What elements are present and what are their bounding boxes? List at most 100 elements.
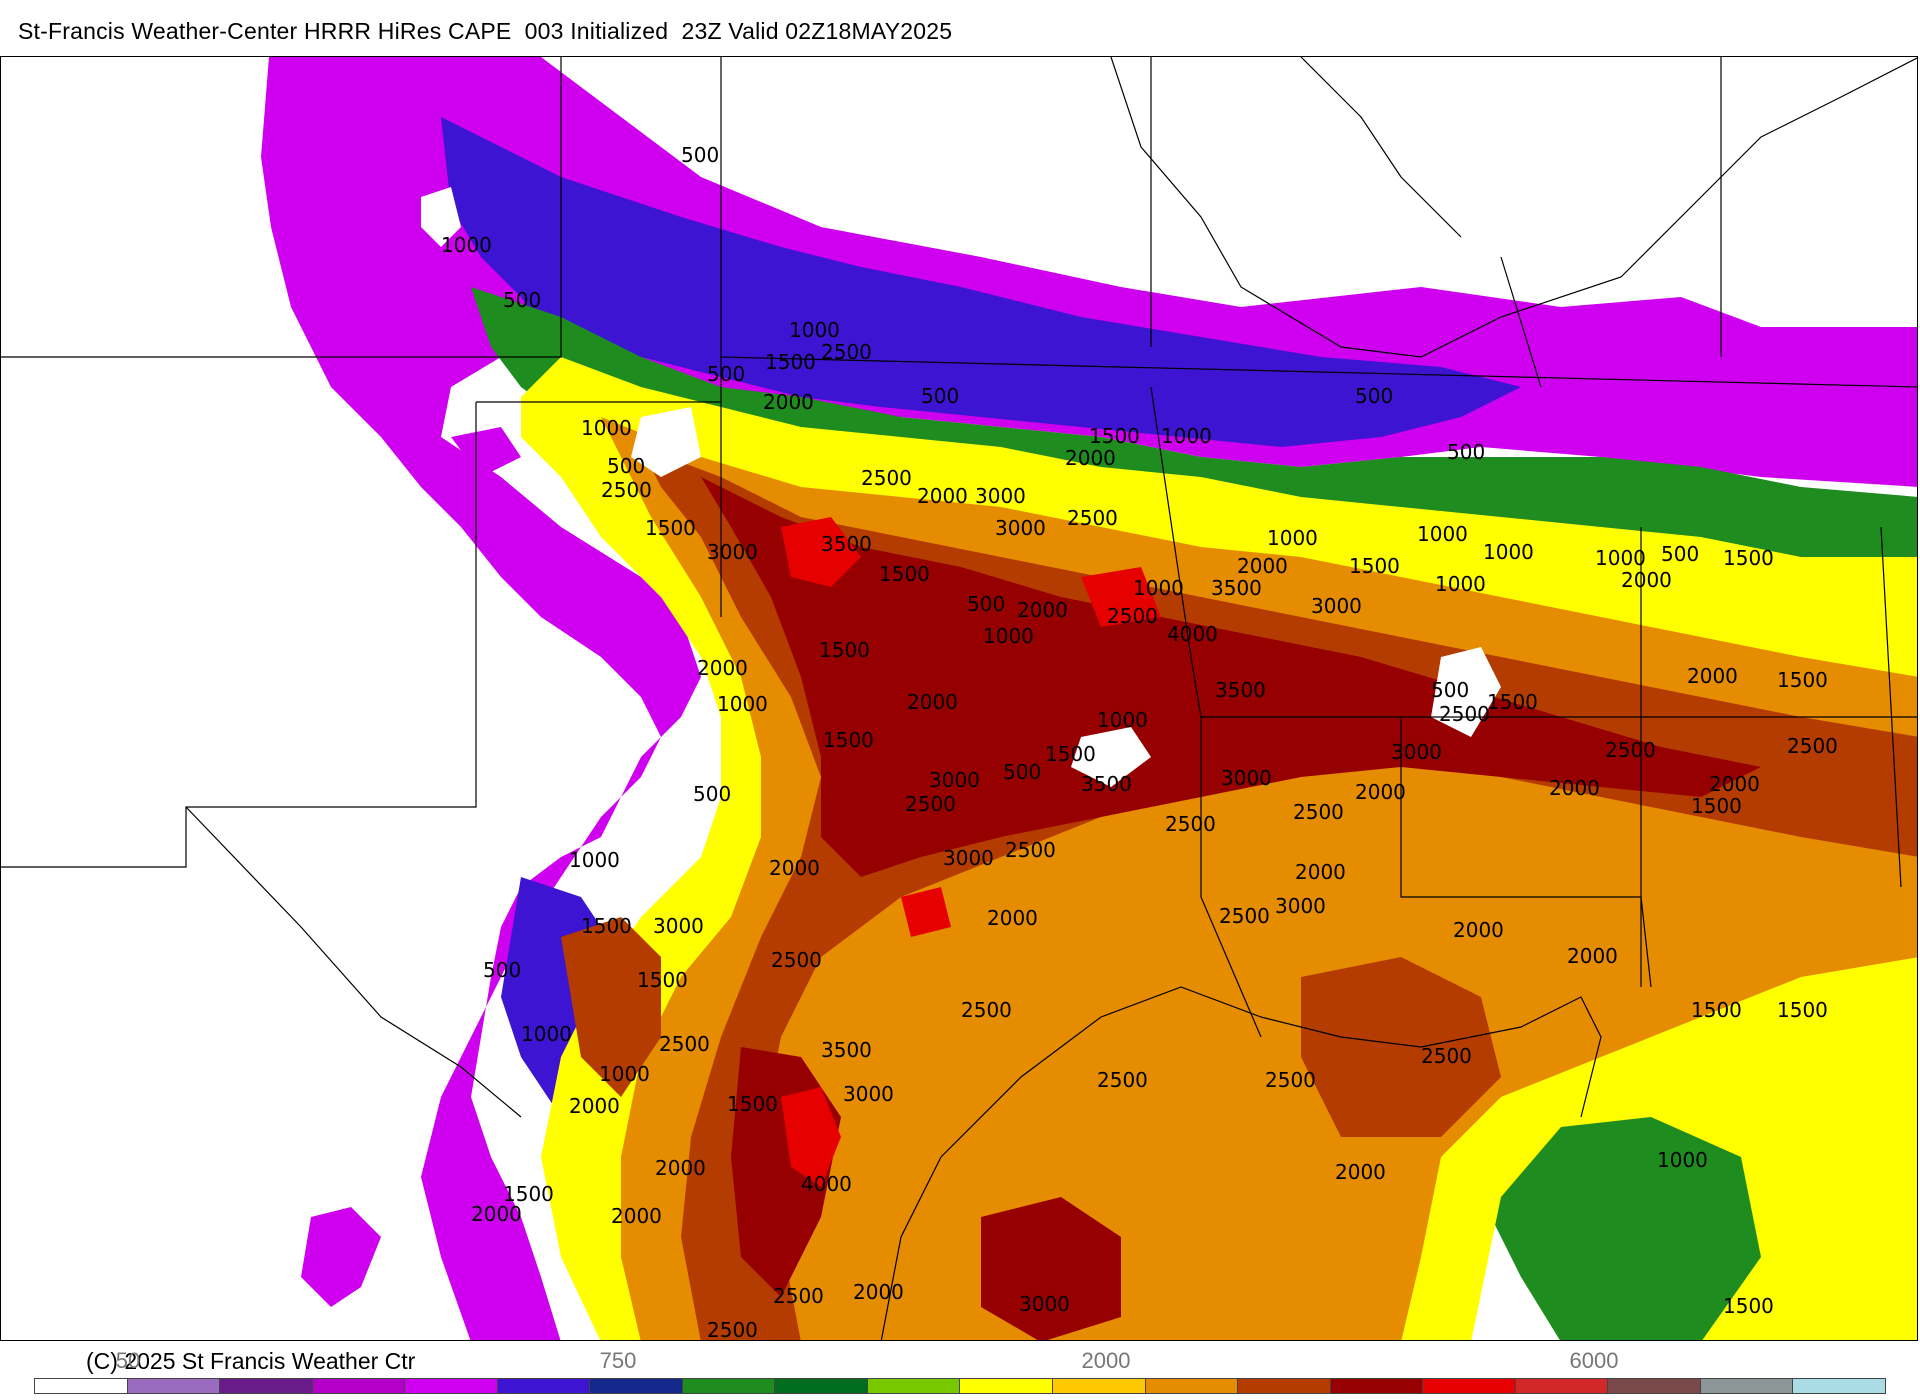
contour-label: 3000 [929, 768, 980, 792]
colorbar-segment [1053, 1379, 1146, 1393]
contour-label: 1000 [1133, 576, 1184, 600]
contour-label: 2500 [821, 340, 872, 364]
contour-label: 1500 [1045, 742, 1096, 766]
contour-label: 1500 [637, 968, 688, 992]
contour-label: 2500 [1219, 904, 1270, 928]
contour-label: 1000 [1267, 526, 1318, 550]
contour-label: 2500 [1097, 1068, 1148, 1092]
contour-label: 1500 [1723, 546, 1774, 570]
contour-label: 2500 [1421, 1044, 1472, 1068]
contour-label: 3000 [943, 846, 994, 870]
contour-label: 1500 [1723, 1294, 1774, 1318]
contour-label: 4000 [801, 1172, 852, 1196]
colorbar-tick: 2000 [1081, 1348, 1131, 1373]
contour-label: 2500 [1165, 812, 1216, 836]
contour-label: 3000 [707, 540, 758, 564]
contour-label: 2000 [471, 1202, 522, 1226]
colorbar-segment [1700, 1379, 1794, 1393]
colorbar-tick: 6000 [1569, 1348, 1619, 1373]
contour-label: 1000 [1161, 424, 1212, 448]
contour-label: 1000 [521, 1022, 572, 1046]
contour-label: 1000 [599, 1062, 650, 1086]
contour-label: 3000 [975, 484, 1026, 508]
contour-label: 2500 [1293, 800, 1344, 824]
contour-label: 2500 [1605, 738, 1656, 762]
colorbar-segment [127, 1379, 221, 1393]
contour-label: 1500 [819, 638, 870, 662]
contour-label: 1500 [1487, 690, 1538, 714]
contour-label: 2500 [1005, 838, 1056, 862]
contour-label: 500 [1355, 384, 1393, 408]
colorbar-segment [312, 1379, 406, 1393]
colorbar-segment [497, 1379, 591, 1393]
contour-label: 1500 [1691, 794, 1742, 818]
copyright-text: (C) 2025 St Francis Weather Ctr [86, 1348, 416, 1374]
contour-label: 500 [1661, 542, 1699, 566]
contour-label: 500 [681, 143, 719, 167]
contour-label: 2000 [697, 656, 748, 680]
colorbar-segment [682, 1379, 776, 1393]
contour-label: 1000 [581, 416, 632, 440]
colorbar-segment [220, 1379, 313, 1393]
colorbar-segment [35, 1379, 128, 1393]
contour-label: 1500 [503, 1182, 554, 1206]
contour-label: 3500 [821, 1038, 872, 1062]
contour-label: 1000 [441, 233, 492, 257]
contour-label: 2500 [659, 1032, 710, 1056]
contour-label: 1500 [823, 728, 874, 752]
contour-label: 2000 [1453, 918, 1504, 942]
contour-label: 2000 [1355, 780, 1406, 804]
contour-labels: 500 1000 500 1000 1500 2500 500 2000 500… [441, 143, 1838, 1341]
contour-label: 1500 [1349, 554, 1400, 578]
contour-label: 2000 [987, 906, 1038, 930]
contour-label: 500 [921, 384, 959, 408]
contour-label: 2000 [1017, 598, 1068, 622]
contour-label: 2000 [917, 484, 968, 508]
contour-label: 3000 [1019, 1292, 1070, 1316]
contour-label: 2000 [1687, 664, 1738, 688]
colorbar-segment [405, 1379, 498, 1393]
contour-label: 2500 [1787, 734, 1838, 758]
contour-label: 500 [607, 454, 645, 478]
contour-label: 2500 [961, 998, 1012, 1022]
contour-label: 2500 [1067, 506, 1118, 530]
contour-label: 1500 [1777, 668, 1828, 692]
contour-label: 500 [707, 362, 745, 386]
contour-label: 2000 [763, 390, 814, 414]
contour-label: 1000 [1097, 708, 1148, 732]
contour-label: 1000 [789, 318, 840, 342]
contour-label: 2000 [1295, 860, 1346, 884]
contour-label: 2500 [861, 466, 912, 490]
colorbar [34, 1378, 1886, 1394]
contour-label: 3500 [1081, 772, 1132, 796]
contour-label: 1000 [1595, 546, 1646, 570]
contour-label: 1500 [1089, 424, 1140, 448]
contour-label: 1500 [581, 914, 632, 938]
contour-label: 2500 [1265, 1068, 1316, 1092]
colorbar-segment [1145, 1379, 1239, 1393]
contour-label: 2000 [611, 1204, 662, 1228]
contour-label: 3000 [995, 516, 1046, 540]
contour-label: 2000 [769, 856, 820, 880]
contour-label: 2500 [707, 1318, 758, 1341]
contour-label: 3000 [1275, 894, 1326, 918]
contour-label: 500 [693, 782, 731, 806]
cape-band-red [781, 517, 1161, 1187]
contour-label: 2500 [905, 792, 956, 816]
contour-label: 3000 [1391, 740, 1442, 764]
contour-label: 2000 [907, 690, 958, 714]
colorbar-segment [1330, 1379, 1424, 1393]
contour-label: 1500 [645, 516, 696, 540]
contour-label: 2000 [1237, 554, 1288, 578]
contour-label: 500 [967, 592, 1005, 616]
contour-label: 1000 [1417, 522, 1468, 546]
contour-label: 1500 [879, 562, 930, 586]
contour-label: 3500 [1215, 678, 1266, 702]
cape-map: 500 1000 500 1000 1500 2500 500 2000 500… [0, 56, 1918, 1341]
contour-label: 3000 [1221, 766, 1272, 790]
contour-label: 2500 [1439, 702, 1490, 726]
contour-label: 1000 [983, 624, 1034, 648]
contour-label: 2000 [1621, 568, 1672, 592]
colorbar-tick: 50 [115, 1348, 141, 1373]
colorbar-segment [1238, 1379, 1331, 1393]
